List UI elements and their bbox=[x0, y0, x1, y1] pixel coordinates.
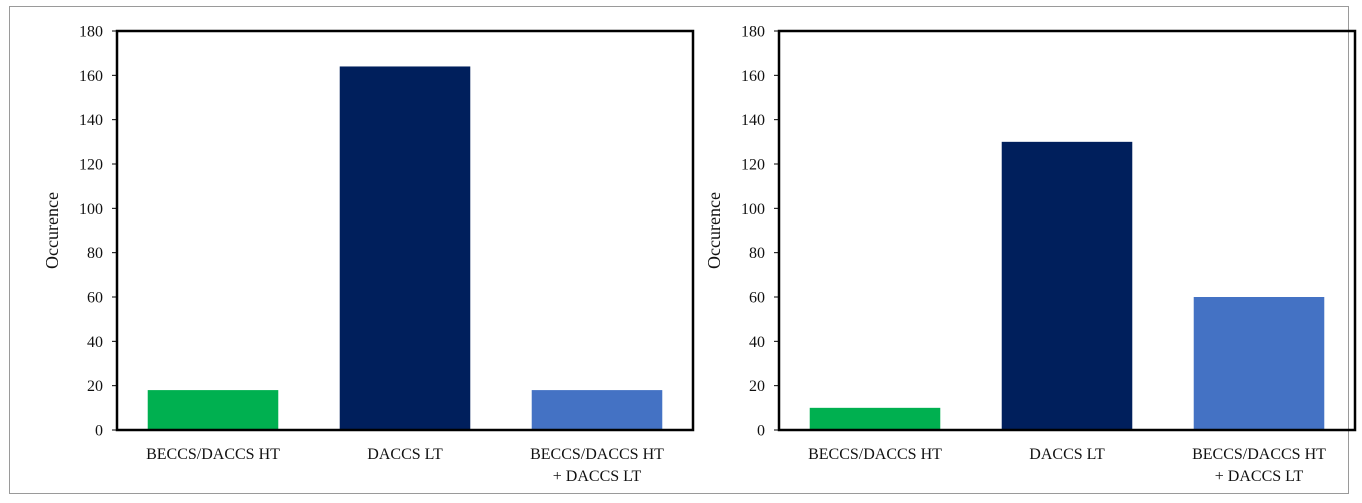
y-tick-label: 0 bbox=[95, 423, 103, 440]
y-tick-label: 100 bbox=[79, 201, 103, 218]
y-tick-label: 180 bbox=[741, 24, 765, 41]
y-tick-label: 40 bbox=[87, 334, 103, 351]
y-tick-label: 0 bbox=[757, 423, 765, 440]
y-axis-label: Occurence bbox=[704, 192, 724, 269]
y-tick-label: 140 bbox=[79, 112, 103, 129]
y-tick-label: 80 bbox=[87, 245, 103, 262]
bar bbox=[1001, 141, 1133, 431]
y-tick-label: 80 bbox=[749, 245, 765, 262]
bar bbox=[1193, 297, 1325, 430]
chart-left: Occurence 0 20 40 60 80 100 120 140 160 180 BECCS/D… bbox=[42, 24, 695, 485]
y-tick-label: 160 bbox=[741, 68, 765, 85]
y-tick-label: 140 bbox=[741, 112, 765, 129]
category-label: BECCS/DACCS HT bbox=[146, 446, 280, 463]
y-tick-label: 20 bbox=[87, 378, 103, 395]
y-axis-label: Occurence bbox=[42, 192, 62, 269]
y-tick-label: 180 bbox=[79, 24, 103, 41]
category-label: BECCS/DACCS HT bbox=[1192, 446, 1326, 463]
bar bbox=[147, 390, 279, 430]
y-tick-label: 60 bbox=[749, 290, 765, 307]
y-tick-label: 120 bbox=[741, 157, 765, 174]
bar bbox=[531, 390, 663, 430]
y-tick-label: 120 bbox=[79, 157, 103, 174]
chart-right: Occurence 0 20 40 60 80 100 120 140 160 180 BECCS/D… bbox=[704, 24, 1357, 485]
y-tick-label: 100 bbox=[741, 201, 765, 218]
y-tick-label: 160 bbox=[79, 68, 103, 85]
plot-area-border bbox=[115, 29, 695, 432]
bar bbox=[339, 66, 471, 430]
category-label: BECCS/DACCS HT bbox=[530, 446, 664, 463]
plot-area-border bbox=[777, 29, 1357, 432]
y-tick-label: 20 bbox=[749, 378, 765, 395]
category-label: DACCS LT bbox=[1029, 446, 1105, 463]
bar bbox=[809, 407, 941, 430]
category-label: BECCS/DACCS HT bbox=[808, 446, 942, 463]
y-tick-label: 40 bbox=[749, 334, 765, 351]
category-label: + DACCS LT bbox=[553, 468, 642, 485]
category-label: + DACCS LT bbox=[1215, 468, 1304, 485]
y-tick-label: 60 bbox=[87, 290, 103, 307]
category-label: DACCS LT bbox=[367, 446, 443, 463]
